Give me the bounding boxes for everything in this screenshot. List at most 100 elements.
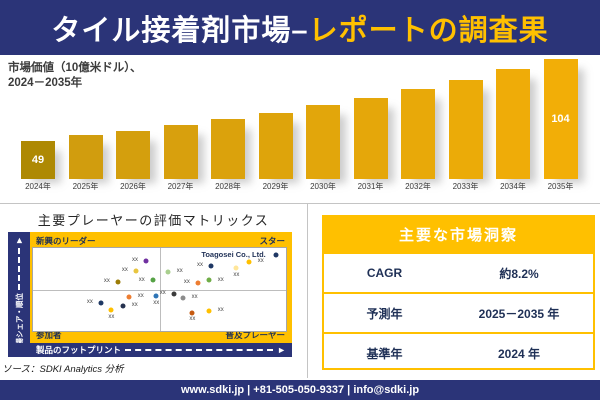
matrix-point-label: xx xyxy=(121,267,128,274)
x-axis-tick-label: 2029年 xyxy=(262,182,289,191)
matrix-point xyxy=(165,269,171,275)
horizontal-divider xyxy=(0,203,600,204)
matrix-point-label: xx xyxy=(131,257,138,264)
bar-2024年: 49 xyxy=(21,141,55,179)
matrix-point-label: xx xyxy=(183,279,190,286)
bar-2025年 xyxy=(68,135,103,179)
matrix-point xyxy=(233,265,239,271)
matrix-point-label: xx xyxy=(131,302,138,309)
matrix-point-label: xx xyxy=(153,299,160,306)
matrix-point xyxy=(150,277,156,283)
bar-2032年 xyxy=(401,89,435,179)
vertical-divider xyxy=(307,204,308,378)
bar-chart-title: 市場価値（10億米ドル）、 2024－2035年 xyxy=(8,61,142,91)
x-axis-tick-label: 2026年 xyxy=(120,182,146,191)
footer-contact-bar: www.sdki.jp | +81-505-050-9337 | info@sd… xyxy=(0,380,600,400)
matrix-point-label: xx xyxy=(176,268,183,275)
matrix-y-axis: 市場シェア・順位 ► xyxy=(8,232,30,357)
matrix-point xyxy=(133,268,139,274)
matrix-point-label: xx xyxy=(159,289,166,296)
table-row: 予測年 2025－2035 年 xyxy=(324,292,593,332)
matrix-point-label: xx xyxy=(189,316,196,323)
arrow-up-icon: ► xyxy=(13,236,24,245)
bar-chart-title-line2: 2024－2035年 xyxy=(8,77,83,89)
row-value-forecast-years: 2025－2035 年 xyxy=(478,306,560,321)
x-axis-tick-label: 2025年 xyxy=(72,182,99,191)
bar-2027年 xyxy=(163,125,198,179)
matrix-point xyxy=(108,307,114,313)
quadrant-divider-horizontal xyxy=(33,289,286,291)
x-axis-tick-label: 2030年 xyxy=(310,182,336,191)
quadrant-label-participants: 参加者 xyxy=(36,330,62,340)
matrix-point-label: xx xyxy=(217,276,224,283)
bar-chart-x-axis: 2024年 2025年 2026年 2027年 2028年 2029年 2030年 2031年… xyxy=(0,181,600,193)
x-axis-tick-label: 2032年 xyxy=(405,182,431,191)
matrix-point xyxy=(143,258,149,264)
matrix-point xyxy=(153,293,159,299)
x-axis-tick-label: 2035年 xyxy=(547,182,574,191)
matrix-point xyxy=(246,259,252,265)
row-value-cagr: 約8.2% xyxy=(499,266,539,281)
dashed-line xyxy=(125,349,274,351)
matrix-point-label: xx xyxy=(191,293,198,300)
table-row: CAGR 約8.2% xyxy=(324,252,593,292)
bar-2029年 xyxy=(258,113,293,179)
matrix-point-label: xx xyxy=(196,262,203,269)
source-note: ソース：SDKI Analytics 分析 xyxy=(2,364,124,375)
bar-2031年 xyxy=(353,98,388,179)
dashed-line xyxy=(18,247,20,290)
matrix-point-label: xx xyxy=(108,313,115,320)
quadrant-label-pervasive-players: 普及プレーヤー xyxy=(225,330,285,340)
matrix-point-label: xx xyxy=(103,278,110,285)
x-axis-tick-label: 2034年 xyxy=(500,182,526,191)
x-axis-tick-label: 2024年 xyxy=(25,182,51,191)
bar-2030年 xyxy=(306,105,340,179)
quadrant-label-star: スター xyxy=(259,236,285,246)
matrix-point xyxy=(206,308,212,314)
matrix-plot-area: Toagosei Co., Ltd. xx xx xx xx xx xx xx xx xx xx x… xyxy=(32,247,287,332)
page-header: タイル接着剤市場– レポートの調査果 xyxy=(0,0,600,55)
row-label-forecast-years: 予測年 xyxy=(366,306,403,321)
bar-chart-title-line1: 市場価値（10億米ドル）、 xyxy=(8,62,142,74)
matrix-point xyxy=(189,310,195,316)
matrix-point xyxy=(171,291,177,297)
x-axis-tick-label: 2033年 xyxy=(452,182,479,191)
matrix-title: 主要プレーヤーの評価マトリックス xyxy=(37,213,270,228)
row-label-cagr: CAGR xyxy=(366,266,403,280)
matrix-point xyxy=(98,300,104,306)
company-label: Toagosei Co., Ltd. xyxy=(201,249,266,259)
matrix-x-axis: 製品のフットプリント ► xyxy=(8,343,292,357)
matrix-point xyxy=(126,294,132,300)
bar-chart: 49 104 xyxy=(0,57,600,179)
matrix-point xyxy=(206,277,212,283)
page-title-accent: レポートの調査果 xyxy=(308,14,549,47)
bar-2033年 xyxy=(448,80,483,179)
matrix-point-label: xx xyxy=(257,258,264,265)
x-axis-tick-label: 2028年 xyxy=(215,182,241,191)
row-label-base-year: 基準年 xyxy=(366,346,403,361)
arrow-right-icon: ► xyxy=(277,344,286,355)
matrix-x-axis-label: 製品のフットプリント xyxy=(36,345,122,355)
matrix-point-label: xx xyxy=(217,307,224,314)
bar-2035年: 104 xyxy=(543,59,578,179)
matrix-point xyxy=(120,303,126,309)
matrix-point xyxy=(180,295,186,301)
matrix-point xyxy=(273,252,279,258)
matrix-point-label: xx xyxy=(233,271,240,278)
bar-2026年 xyxy=(116,131,150,179)
bar-data-label: 104 xyxy=(551,113,570,125)
matrix-point xyxy=(195,280,201,286)
x-axis-tick-label: 2031年 xyxy=(357,182,384,191)
matrix-frame: 新興のリーダー スター 参加者 普及プレーヤー Toagosei Co., Lt… xyxy=(30,232,292,343)
matrix-point xyxy=(115,279,121,285)
matrix-point-label: xx xyxy=(138,276,145,283)
matrix-point-label: xx xyxy=(86,298,93,305)
bar-data-label: 49 xyxy=(31,154,45,166)
bar-2028年 xyxy=(211,119,245,179)
bar-2034年 xyxy=(496,69,530,179)
insights-table: 主要な市場洞察 CAGR 約8.2% 予測年 2025－2035 年 基準年 2… xyxy=(322,215,595,370)
matrix-y-axis-inner: 市場シェア・順位 ► xyxy=(8,232,30,357)
quadrant-label-emerging-leaders: 新興のリーダー xyxy=(36,236,96,246)
page-title-main: タイル接着剤市場– xyxy=(51,14,309,47)
